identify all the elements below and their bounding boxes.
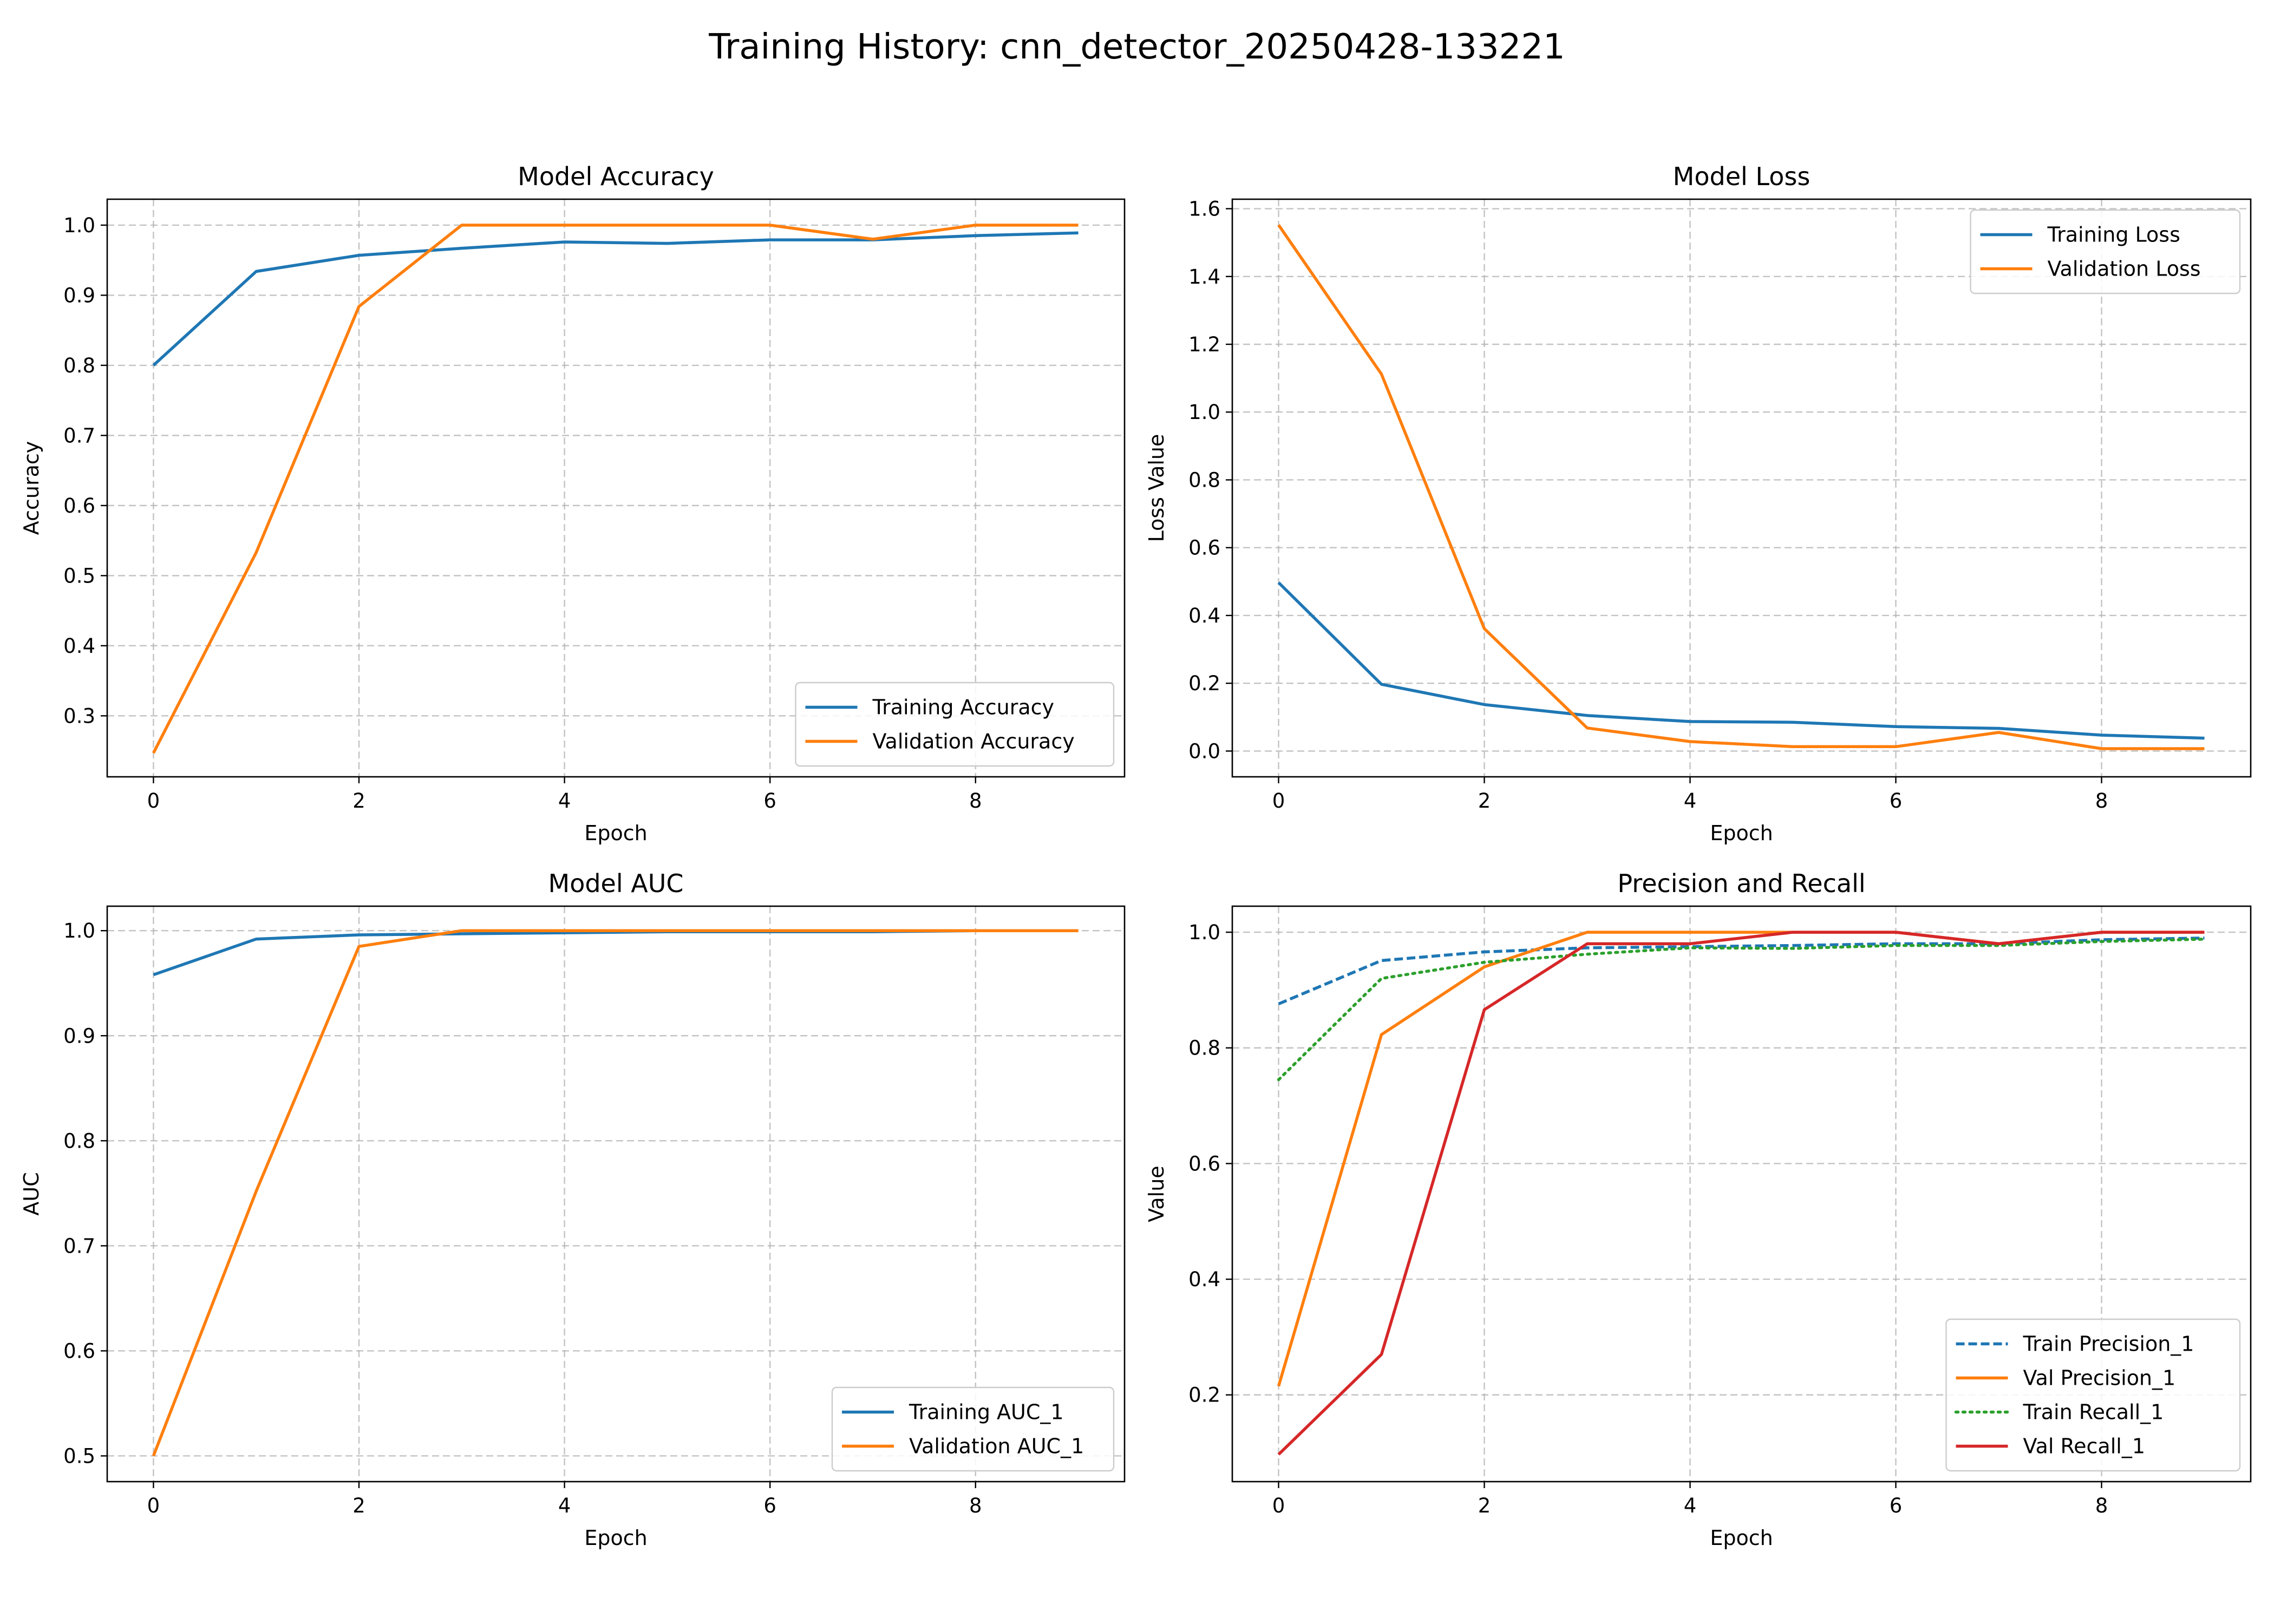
loss-x-tick-label: 6 — [1890, 789, 1903, 813]
loss-x-tick-label: 8 — [2095, 789, 2108, 813]
precision_recall-legend-label: Val Precision_1 — [2023, 1366, 2176, 1390]
loss-legend: Training Loss Validation Loss — [1970, 209, 2241, 294]
precision_recall-y-tick-label: 0.8 — [1188, 1037, 1220, 1060]
loss-legend-label: Validation Loss — [2048, 257, 2201, 281]
accuracy-legend: Training Accuracy Validation Accuracy — [795, 682, 1115, 767]
loss-y-tick-label: 1.0 — [1188, 401, 1220, 424]
accuracy-y-tick-label: 0.7 — [63, 424, 95, 447]
auc-x-tick-label: 8 — [969, 1494, 982, 1517]
auc-series-line-1 — [152, 929, 1079, 1457]
auc-y-tick-label: 0.8 — [63, 1129, 95, 1152]
precision_recall-x-tick-label: 4 — [1684, 1494, 1697, 1517]
precision_recall-series-line-2 — [1277, 938, 2206, 1082]
precision_recall-series-line-0 — [1278, 937, 2205, 1006]
auc-x-tick-label: 6 — [763, 1494, 776, 1517]
auc-legend-label: Training AUC_1 — [909, 1400, 1064, 1424]
loss-x-tick-label: 0 — [1272, 789, 1285, 813]
precision_recall-legend-label: Val Recall_1 — [2023, 1435, 2146, 1458]
accuracy-y-tick-label: 0.6 — [63, 494, 95, 518]
loss-y-tick-label: 0.6 — [1188, 536, 1220, 560]
loss-series-line-0 — [1277, 581, 2205, 740]
auc-x-tick-label: 0 — [147, 1494, 160, 1517]
precision_recall-y-tick-label: 1.0 — [1188, 921, 1220, 944]
accuracy-x-tick-label: 2 — [352, 789, 365, 813]
loss-legend-frame — [1970, 209, 2241, 294]
accuracy-legend-label: Validation Accuracy — [873, 730, 1075, 754]
auc-y-tick-label: 0.7 — [63, 1234, 95, 1258]
auc-x-tick-label: 2 — [352, 1494, 365, 1517]
auc-y-tick-label: 0.5 — [63, 1444, 95, 1468]
loss-x-tick-label: 2 — [1478, 789, 1491, 813]
precision_recall-x-tick-label: 6 — [1890, 1494, 1903, 1517]
precision_recall-legend-label: Train Recall_1 — [2023, 1400, 2164, 1424]
auc-legend-frame — [831, 1386, 1115, 1472]
loss-y-tick-label: 0.0 — [1188, 739, 1220, 763]
precision_recall-y-tick-label: 0.2 — [1188, 1384, 1220, 1407]
loss-panel: 0 2 4 6 8 0.0 0.2 0.4 0.6 0.8 1.0 1.2 1.4 1.6 Model Lo… — [1145, 162, 2252, 845]
accuracy-y-tick-label: 0.5 — [63, 564, 95, 587]
loss-y-tick-label: 1.2 — [1188, 333, 1220, 356]
precision_recall-axes-frame — [1231, 905, 2252, 1483]
auc-y-axis-label: AUC — [19, 1172, 43, 1215]
auc-title: Model AUC — [548, 869, 684, 898]
loss-y-tick-label: 1.4 — [1188, 265, 1220, 289]
auc-series-line-0 — [153, 929, 1079, 977]
accuracy-y-tick-label: 0.8 — [63, 354, 95, 377]
accuracy-title: Model Accuracy — [518, 162, 714, 191]
accuracy-panel: 0 2 4 6 8 0.3 0.4 0.5 0.6 0.7 0.8 0.9 1.0 Model Accur… — [19, 162, 1126, 845]
precision_recall-y-tick-label: 0.4 — [1188, 1268, 1220, 1291]
precision_recall-y-axis-label: Value — [1145, 1165, 1168, 1222]
loss-x-tick-label: 4 — [1684, 789, 1697, 813]
accuracy-legend-frame — [795, 682, 1115, 767]
accuracy-y-tick-label: 0.3 — [63, 704, 95, 728]
precision_recall-legend-label: Train Precision_1 — [2023, 1332, 2194, 1356]
loss-legend-label: Training Loss — [2047, 223, 2180, 247]
loss-y-tick-label: 1.6 — [1188, 198, 1220, 221]
accuracy-x-tick-label: 6 — [763, 789, 776, 813]
accuracy-series-line-0 — [152, 231, 1079, 366]
loss-y-tick-label: 0.4 — [1188, 604, 1220, 627]
auc-axes-frame — [106, 905, 1126, 1483]
accuracy-x-tick-label: 4 — [558, 789, 571, 813]
precision_recall-title: Precision and Recall — [1617, 869, 1865, 898]
figure-title: Training History: cnn_detector_20250428-… — [708, 27, 1565, 67]
auc-legend: Training AUC_1 Validation AUC_1 — [831, 1386, 1115, 1472]
loss-title: Model Loss — [1673, 162, 1811, 191]
loss-series-line-1 — [1277, 224, 2205, 750]
auc-legend-label: Validation AUC_1 — [909, 1435, 1084, 1458]
auc-x-axis-label: Epoch — [584, 1526, 647, 1550]
accuracy-y-tick-label: 0.4 — [63, 634, 95, 658]
accuracy-x-tick-label: 8 — [969, 789, 982, 813]
precision_recall-legend: Train Precision_1 Val Precision_1 Train Re… — [1945, 1318, 2241, 1472]
loss-x-axis-label: Epoch — [1710, 821, 1773, 845]
accuracy-x-axis-label: Epoch — [584, 821, 647, 845]
accuracy-x-tick-label: 0 — [147, 789, 160, 813]
accuracy-axes-frame — [106, 198, 1126, 778]
precision_recall-legend-frame — [1945, 1318, 2241, 1472]
accuracy-y-tick-label: 0.9 — [63, 284, 95, 307]
accuracy-legend-label: Training Accuracy — [872, 696, 1055, 719]
accuracy-y-axis-label: Accuracy — [19, 441, 43, 535]
precision_recall-x-axis-label: Epoch — [1710, 1526, 1773, 1550]
auc-y-tick-label: 0.9 — [63, 1024, 95, 1047]
precision-recall-panel: 0 2 4 6 8 0.2 0.4 0.6 0.8 1.0 Precision and Recall… — [1145, 869, 2252, 1550]
precision_recall-series-line-1 — [1277, 931, 2205, 1387]
auc-x-tick-label: 4 — [558, 1494, 571, 1517]
accuracy-series-line-1 — [152, 224, 1079, 754]
loss-y-axis-label: Loss Value — [1145, 434, 1168, 542]
auc-y-tick-label: 0.6 — [63, 1339, 95, 1363]
precision_recall-x-tick-label: 8 — [2095, 1494, 2108, 1517]
precision_recall-y-tick-label: 0.6 — [1188, 1152, 1220, 1175]
loss-axes-frame — [1231, 198, 2252, 778]
accuracy-y-tick-label: 1.0 — [63, 214, 95, 237]
loss-y-tick-label: 0.2 — [1188, 672, 1220, 695]
auc-y-tick-label: 1.0 — [63, 919, 95, 942]
precision_recall-x-tick-label: 0 — [1272, 1494, 1285, 1517]
auc-panel: 0 2 4 6 8 0.5 0.6 0.7 0.8 0.9 1.0 Model AUC Epoch AUC… — [19, 869, 1126, 1550]
precision_recall-series-line-3 — [1277, 931, 2205, 1456]
precision_recall-x-tick-label: 2 — [1478, 1494, 1491, 1517]
loss-y-tick-label: 0.8 — [1188, 468, 1220, 492]
